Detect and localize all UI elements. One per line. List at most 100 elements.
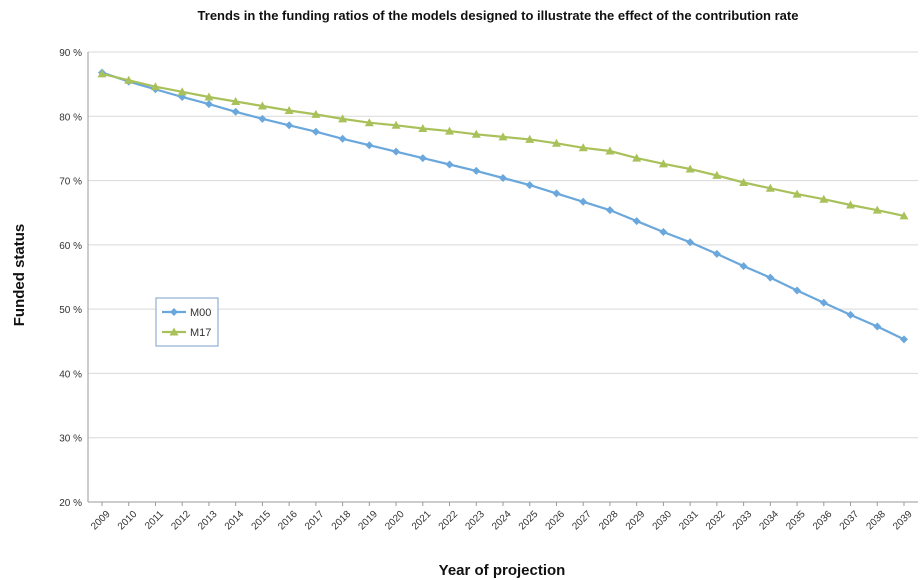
x-tick-label: 2034 xyxy=(757,509,781,533)
x-tick-label: 2032 xyxy=(704,509,728,533)
series-line-m00 xyxy=(101,71,905,341)
x-tick-label: 2016 xyxy=(276,509,300,533)
data-point-m17 xyxy=(364,118,374,127)
data-point-m17 xyxy=(792,189,802,198)
data-point-m00 xyxy=(659,228,668,236)
x-tick-label: 2012 xyxy=(169,509,193,533)
y-tick-label: 40 % xyxy=(59,369,82,380)
x-tick-label: 2038 xyxy=(864,509,888,533)
data-point-m00 xyxy=(204,100,213,109)
x-tick-label: 2025 xyxy=(517,509,541,533)
x-tick-label: 2022 xyxy=(437,509,461,533)
x-tick-label: 2021 xyxy=(410,509,434,533)
data-point-m00 xyxy=(365,141,374,150)
data-point-m00 xyxy=(392,147,401,156)
y-tick-label: 20 % xyxy=(59,498,82,509)
data-point-m17 xyxy=(391,120,401,129)
series-m00 xyxy=(98,68,908,344)
x-tick-label: 2013 xyxy=(196,509,220,533)
x-tick-label: 2014 xyxy=(223,509,247,533)
data-point-m00 xyxy=(418,154,427,163)
data-point-m17 xyxy=(97,69,107,78)
axes xyxy=(87,52,918,506)
x-tick-label: 2028 xyxy=(597,509,621,533)
data-point-m00 xyxy=(900,335,908,344)
data-point-m00 xyxy=(686,238,695,247)
y-tick-labels: 20 % 30 % 40 % 50 % 60 % 70 % 80 % 90 % xyxy=(59,48,82,509)
data-point-m00 xyxy=(712,249,721,258)
data-point-m17 xyxy=(284,106,294,114)
legend: M00 M17 xyxy=(155,297,219,347)
data-point-m17 xyxy=(418,124,428,132)
data-point-m17 xyxy=(177,87,187,96)
series xyxy=(97,68,909,344)
data-point-m00 xyxy=(258,114,267,123)
y-tick-label: 90 % xyxy=(59,48,82,59)
x-tick-labels: 2009 2010 2011 2012 2013 2014 2015 2016 2017 2018… xyxy=(89,509,915,533)
legend-marker-m17 xyxy=(169,327,179,336)
data-point-m17 xyxy=(685,164,695,173)
data-point-m00 xyxy=(445,160,454,169)
data-point-m17 xyxy=(338,114,348,123)
x-tick-label: 2026 xyxy=(544,509,568,533)
data-point-m00 xyxy=(311,127,320,136)
data-point-m17 xyxy=(551,138,561,147)
data-point-m17 xyxy=(498,132,508,141)
data-point-m00 xyxy=(338,134,347,143)
y-tick-label: 30 % xyxy=(59,434,82,445)
x-tick-label: 2024 xyxy=(490,509,514,533)
data-point-m17 xyxy=(712,170,722,179)
data-point-m00 xyxy=(793,286,802,295)
data-point-m00 xyxy=(873,322,882,331)
y-tick-label: 60 % xyxy=(59,241,82,252)
data-point-m00 xyxy=(552,189,561,198)
data-point-m00 xyxy=(605,206,614,215)
data-point-m17 xyxy=(257,101,267,110)
data-point-m00 xyxy=(525,181,534,190)
x-tick-label: 2027 xyxy=(570,509,594,533)
data-point-m17 xyxy=(846,200,856,209)
x-tick-label: 2030 xyxy=(651,509,675,533)
x-tick-label: 2037 xyxy=(838,509,862,533)
data-point-m17 xyxy=(445,126,455,135)
data-point-m17 xyxy=(231,97,241,105)
data-point-m17 xyxy=(150,82,160,91)
x-tick-label: 2011 xyxy=(143,509,166,532)
data-point-m17 xyxy=(765,183,775,192)
data-point-m17 xyxy=(658,159,668,168)
data-point-m17 xyxy=(605,146,615,155)
x-tick-label: 2017 xyxy=(303,509,327,533)
series-line-m17 xyxy=(101,72,905,218)
data-point-m17 xyxy=(819,194,829,203)
data-point-m00 xyxy=(499,174,507,182)
x-tick-label: 2035 xyxy=(784,509,808,533)
data-point-m00 xyxy=(766,273,775,282)
data-point-m17 xyxy=(124,75,134,84)
x-axis-title: Year of projection xyxy=(439,562,566,579)
x-tick-label: 2015 xyxy=(250,509,274,533)
y-tick-label: 70 % xyxy=(59,177,82,188)
x-tick-label: 2033 xyxy=(731,509,755,533)
legend-marker-m00 xyxy=(170,308,178,316)
x-tick-label: 2018 xyxy=(330,509,354,533)
data-point-m17 xyxy=(311,109,321,118)
x-tick-label: 2029 xyxy=(624,509,648,533)
x-tick-label: 2039 xyxy=(891,509,915,533)
data-point-m17 xyxy=(899,211,909,220)
data-point-m17 xyxy=(872,205,882,214)
series-m17 xyxy=(97,69,909,220)
x-tick-label: 2031 xyxy=(677,509,701,533)
x-tick-label: 2020 xyxy=(383,509,407,533)
data-point-m17 xyxy=(525,134,535,143)
y-tick-label: 80 % xyxy=(59,112,82,123)
data-point-m00 xyxy=(846,310,855,319)
y-tick-label: 50 % xyxy=(59,305,82,316)
x-tick-label: 2009 xyxy=(89,509,113,533)
legend-label-m00: M00 xyxy=(190,307,211,319)
data-point-m17 xyxy=(632,153,642,162)
data-point-m17 xyxy=(578,143,588,152)
data-point-m17 xyxy=(204,92,214,101)
y-axis-title: Funded status xyxy=(11,224,28,327)
data-point-m00 xyxy=(231,107,240,116)
